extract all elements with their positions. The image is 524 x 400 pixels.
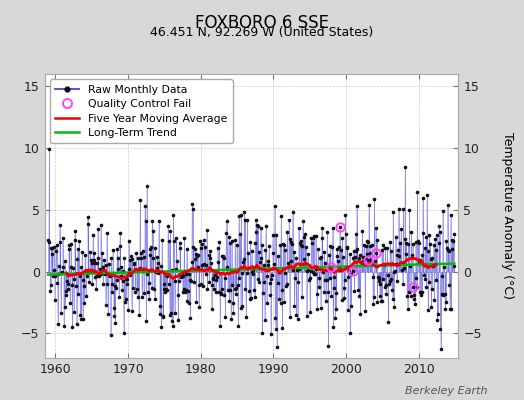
Text: Berkeley Earth: Berkeley Earth — [405, 386, 487, 396]
Y-axis label: Temperature Anomaly (°C): Temperature Anomaly (°C) — [501, 132, 514, 300]
Legend: Raw Monthly Data, Quality Control Fail, Five Year Moving Average, Long-Term Tren: Raw Monthly Data, Quality Control Fail, … — [50, 80, 233, 143]
Text: 46.451 N, 92.269 W (United States): 46.451 N, 92.269 W (United States) — [150, 26, 374, 39]
Text: FOXBORO 6 SSE: FOXBORO 6 SSE — [195, 14, 329, 32]
